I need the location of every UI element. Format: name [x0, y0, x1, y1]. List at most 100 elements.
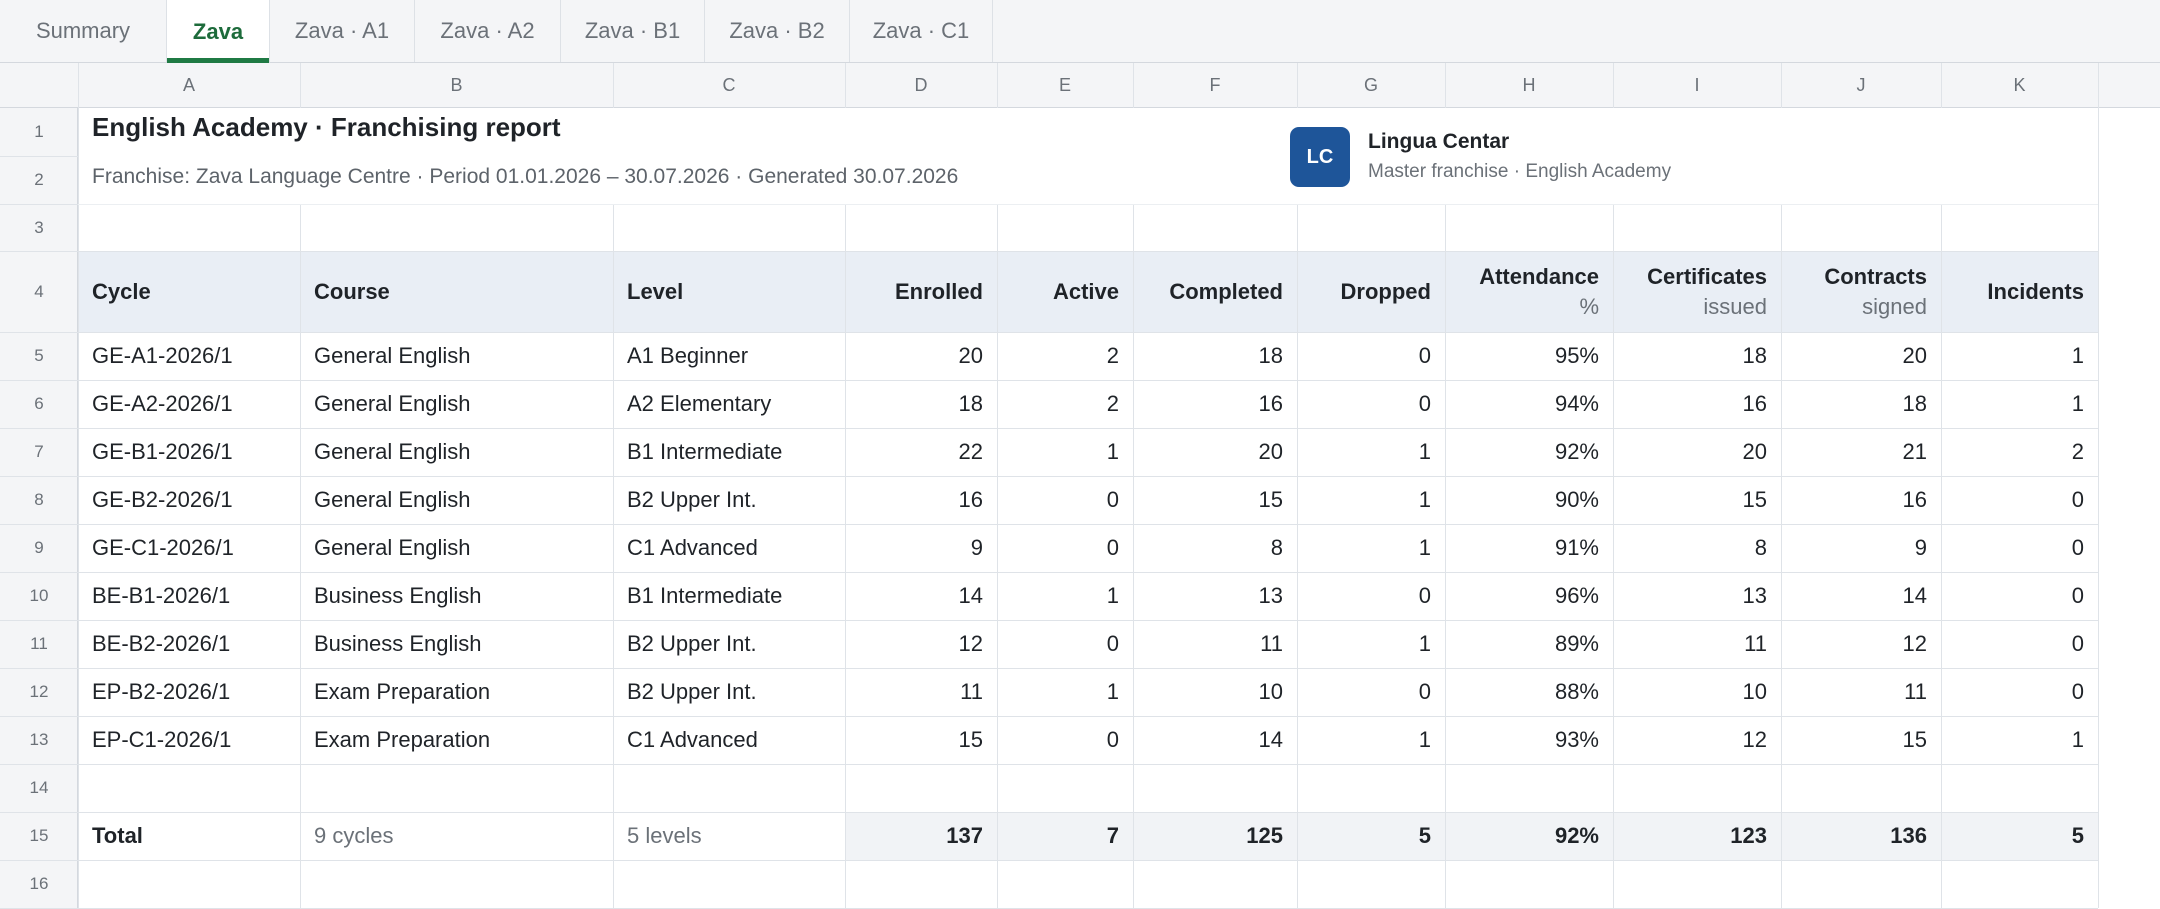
row-header-14[interactable]: 14 — [29, 778, 49, 797]
table-cell[interactable]: 21 — [1902, 439, 1927, 464]
table-cell[interactable]: 11 — [1260, 631, 1283, 656]
table-cell[interactable]: 15 — [1742, 487, 1767, 512]
table-cell[interactable]: 15 — [958, 727, 983, 752]
row-header-1[interactable]: 1 — [34, 122, 44, 141]
table-cell[interactable]: 13 — [1742, 583, 1767, 608]
table-cell[interactable]: 95% — [1554, 343, 1599, 368]
table-cell[interactable]: 0 — [1106, 727, 1119, 752]
table-cell[interactable]: 1 — [1106, 439, 1119, 464]
table-cell[interactable]: General English — [314, 343, 471, 368]
header-cell[interactable]: Course — [300, 251, 613, 332]
header-cell[interactable]: Enrolled — [845, 251, 997, 332]
tab-zava-b1[interactable]: Zava · B1 — [561, 0, 705, 62]
table-cell[interactable]: 8 — [1754, 535, 1767, 560]
table-cell[interactable]: 15 — [1258, 487, 1283, 512]
row-header-7[interactable]: 7 — [34, 442, 44, 461]
table-cell[interactable]: 0 — [1106, 535, 1119, 560]
table-cell[interactable]: 0 — [2071, 535, 2084, 560]
table-cell[interactable]: GE-B1-2026/1 — [92, 439, 233, 464]
table-cell[interactable]: 10 — [1742, 679, 1767, 704]
table-cell[interactable]: 92% — [1554, 823, 1599, 848]
column-header-c[interactable]: C — [722, 75, 736, 95]
header-cell[interactable]: Certificates issued — [1613, 251, 1781, 332]
row-header-9[interactable]: 9 — [34, 538, 44, 557]
table-cell[interactable]: 16 — [958, 487, 983, 512]
table-cell[interactable]: General English — [314, 439, 471, 464]
row-header-13[interactable]: 13 — [29, 730, 49, 749]
header-cell[interactable]: Cycle — [78, 251, 300, 332]
table-cell[interactable]: 20 — [1902, 343, 1927, 368]
header-cell[interactable]: Completed — [1133, 251, 1297, 332]
row-header-12[interactable]: 12 — [29, 682, 49, 701]
table-cell[interactable]: 136 — [1890, 823, 1927, 848]
table-cell[interactable]: Business English — [314, 631, 482, 656]
column-header-e[interactable]: E — [1058, 75, 1071, 95]
tab-zava[interactable]: Zava — [167, 0, 270, 63]
table-cell[interactable]: 12 — [1902, 631, 1927, 656]
table-cell[interactable]: 9 cycles — [314, 823, 394, 848]
table-cell[interactable]: 137 — [946, 823, 983, 848]
table-cell[interactable]: 16 — [1742, 391, 1767, 416]
table-cell[interactable]: 88% — [1554, 679, 1599, 704]
tab-zava-a1[interactable]: Zava · A1 — [270, 0, 415, 62]
table-cell[interactable]: 5 levels — [627, 823, 702, 848]
table-cell[interactable]: Exam Preparation — [314, 679, 491, 704]
table-cell[interactable]: 1 — [1418, 487, 1431, 512]
table-cell[interactable]: 5 — [1418, 823, 1431, 848]
header-cell[interactable]: Contracts signed — [1781, 251, 1941, 332]
table-cell[interactable]: 11 — [1904, 679, 1927, 704]
table-cell[interactable]: 123 — [1730, 823, 1767, 848]
table-cell[interactable]: EP-C1-2026/1 — [92, 727, 232, 752]
tab-zava-a2[interactable]: Zava · A2 — [415, 0, 561, 62]
header-cell[interactable]: Level — [613, 251, 845, 332]
table-cell[interactable]: 9 — [970, 535, 983, 560]
table-cell[interactable]: BE-B2-2026/1 — [92, 631, 231, 656]
row-header-8[interactable]: 8 — [34, 490, 44, 509]
column-header-k[interactable]: K — [2013, 75, 2026, 95]
row-header-3[interactable]: 3 — [34, 217, 44, 237]
table-cell[interactable]: 0 — [2071, 679, 2084, 704]
table-cell[interactable]: 22 — [958, 439, 983, 464]
column-header-f[interactable]: F — [1209, 75, 1221, 95]
table-cell[interactable]: 0 — [1418, 391, 1431, 416]
table-cell[interactable]: 7 — [1106, 823, 1119, 848]
table-cell[interactable]: 94% — [1554, 391, 1599, 416]
header-cell[interactable]: Incidents — [1941, 251, 2098, 332]
header-cell[interactable]: Attendance% — [1445, 251, 1613, 332]
table-cell[interactable]: 11 — [1744, 631, 1767, 656]
table-cell[interactable]: 1 — [1106, 583, 1119, 608]
column-header-j[interactable]: J — [1856, 75, 1866, 95]
table-cell[interactable]: 2 — [2071, 439, 2084, 464]
table-cell[interactable]: 11 — [960, 679, 983, 704]
table-cell[interactable]: 14 — [1258, 727, 1283, 752]
table-cell[interactable]: General English — [314, 487, 471, 512]
table-cell[interactable]: General English — [314, 391, 471, 416]
table-cell[interactable]: 20 — [958, 343, 983, 368]
table-cell[interactable]: 125 — [1246, 823, 1283, 848]
table-cell[interactable]: 0 — [1418, 583, 1431, 608]
row-header-16[interactable]: 16 — [29, 874, 49, 893]
row-header-6[interactable]: 6 — [34, 394, 44, 413]
table-cell[interactable]: 1 — [1418, 727, 1431, 752]
table-cell[interactable]: 1 — [2071, 391, 2084, 416]
table-cell[interactable]: 96% — [1554, 583, 1599, 608]
table-cell[interactable]: 90% — [1554, 487, 1599, 512]
table-cell[interactable]: 0 — [1106, 631, 1119, 656]
table-cell[interactable]: 13 — [1258, 583, 1283, 608]
table-cell[interactable]: BE-B1-2026/1 — [92, 583, 231, 608]
row-header-15[interactable]: 15 — [29, 826, 49, 845]
table-cell[interactable]: 18 — [1258, 343, 1283, 368]
table-cell[interactable]: 14 — [958, 583, 983, 608]
table-cell[interactable]: GE-A1-2026/1 — [92, 343, 233, 368]
table-cell[interactable]: 10 — [1258, 679, 1283, 704]
table-cell[interactable]: 93% — [1554, 727, 1599, 752]
table-cell[interactable]: GE-B2-2026/1 — [92, 487, 233, 512]
table-cell[interactable]: 20 — [1742, 439, 1767, 464]
table-cell[interactable]: 18 — [1742, 343, 1767, 368]
table-cell[interactable]: 1 — [2071, 343, 2084, 368]
table-cell[interactable]: 1 — [1418, 535, 1431, 560]
row-header-5[interactable]: 5 — [34, 346, 44, 365]
table-cell[interactable]: 0 — [1106, 487, 1119, 512]
table-cell[interactable]: 15 — [1902, 727, 1927, 752]
table-cell[interactable]: 0 — [2071, 631, 2084, 656]
